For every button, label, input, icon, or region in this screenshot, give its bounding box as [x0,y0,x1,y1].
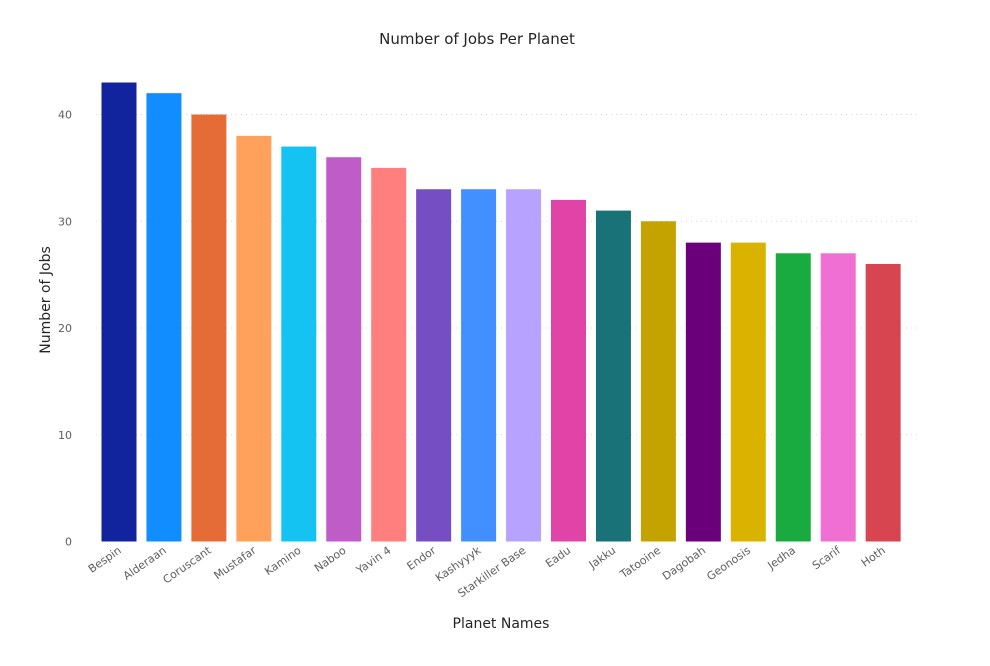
x-tick-label: Dagobah [660,544,708,583]
bar[interactable] [191,114,227,542]
x-axis-title: Planet Names [453,616,550,632]
bar[interactable] [865,263,901,542]
bar[interactable] [640,221,676,542]
x-tick-label: Scarif [810,543,844,572]
bar[interactable] [416,189,452,542]
x-tick-label: Mustafar [211,544,258,583]
bar[interactable] [730,242,766,542]
bar[interactable] [506,189,542,542]
bars [101,82,901,542]
x-tick-label: Tatooine [617,544,663,582]
bar[interactable] [461,189,497,542]
bar[interactable] [551,199,586,542]
x-tick-label: Eadu [543,544,573,571]
x-tick-label: Bespin [86,544,124,576]
x-tick-label: Hoth [859,544,888,570]
x-tick-label: Geonosis [704,544,753,584]
bar[interactable] [775,253,811,542]
y-tick-label: 0 [65,536,72,549]
x-tick-label: Jakku [586,544,618,572]
y-tick-label: 20 [58,322,72,335]
bar[interactable] [820,253,856,542]
y-tick-label: 30 [58,215,72,228]
x-tick-label: Kamino [262,544,303,578]
y-tick-label: 40 [58,109,72,122]
y-tick-label: 10 [58,429,72,442]
chart-title: Number of Jobs Per Planet [379,30,575,48]
bar[interactable] [101,82,137,542]
x-tick-label: Naboo [312,544,349,575]
bar[interactable] [146,93,182,542]
x-tick-label: Jedha [765,544,798,573]
bar[interactable] [281,146,317,542]
x-tick-label: Coruscant [161,543,215,586]
bar[interactable] [371,167,407,542]
x-tick-label: Endor [405,544,439,573]
y-axis-ticks: 0 10 20 30 40 [58,109,72,549]
bar[interactable] [685,242,721,542]
bar[interactable] [595,210,631,542]
bar[interactable] [236,135,272,542]
x-tick-label: Yavin 4 [353,544,393,578]
bar[interactable] [326,157,362,542]
y-axis-title: Number of Jobs [38,246,54,354]
